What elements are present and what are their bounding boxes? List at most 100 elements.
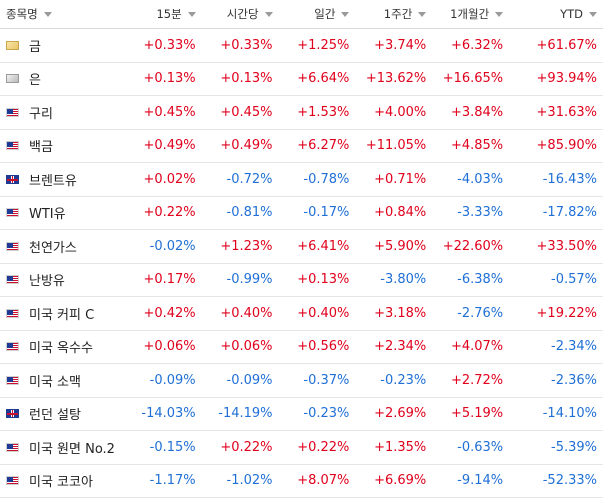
- change-monthly: +4.07%: [432, 339, 509, 354]
- table-row[interactable]: 은+0.13%+0.13%+6.64%+13.62%+16.65%+93.94%: [0, 63, 603, 97]
- change-daily: +0.13%: [279, 272, 356, 287]
- column-header-daily[interactable]: 일간: [279, 6, 356, 22]
- change-15min: +0.02%: [125, 172, 202, 187]
- change-daily: +6.64%: [279, 71, 356, 86]
- commodity-name-cell[interactable]: 구리: [0, 103, 125, 122]
- table-row[interactable]: 천연가스-0.02%+1.23%+6.41%+5.90%+22.60%+33.5…: [0, 230, 603, 264]
- table-row[interactable]: 브렌트유+0.02%-0.72%-0.78%+0.71%-4.03%-16.43…: [0, 163, 603, 197]
- column-header-label: 1주간: [384, 6, 412, 22]
- change-hourly: -0.81%: [202, 205, 279, 220]
- commodity-name[interactable]: 미국 소맥: [29, 371, 81, 390]
- commodity-name-cell[interactable]: WTI유: [0, 203, 125, 222]
- change-hourly: -1.02%: [202, 473, 279, 488]
- commodity-name-cell[interactable]: 천연가스: [0, 237, 125, 256]
- us-flag-icon: [6, 309, 19, 318]
- sort-arrow-icon[interactable]: [495, 12, 503, 17]
- commodity-name-cell[interactable]: 금: [0, 36, 125, 55]
- commodity-name-cell[interactable]: 런던 설탕: [0, 404, 125, 423]
- uk-flag-icon: [6, 409, 19, 418]
- commodity-name[interactable]: 미국 원면 No.2: [29, 438, 115, 457]
- commodity-name[interactable]: 미국 커피 C: [29, 304, 94, 323]
- column-header-ytd[interactable]: YTD: [509, 7, 603, 21]
- table-row[interactable]: 미국 소맥-0.09%-0.09%-0.37%-0.23%+2.72%-2.36…: [0, 364, 603, 398]
- commodity-name[interactable]: 금: [29, 36, 41, 55]
- sort-arrow-icon[interactable]: [341, 12, 349, 17]
- change-monthly: +22.60%: [432, 239, 509, 254]
- column-header-monthly[interactable]: 1개월간: [432, 6, 509, 22]
- change-weekly: +2.34%: [355, 339, 432, 354]
- table-row[interactable]: 미국 커피 C+0.42%+0.40%+0.40%+3.18%-2.76%+19…: [0, 297, 603, 331]
- change-ytd: +19.22%: [509, 306, 603, 321]
- commodity-name[interactable]: 미국 옥수수: [29, 337, 93, 356]
- sort-arrow-icon[interactable]: [589, 12, 597, 17]
- commodity-name[interactable]: 런던 설탕: [29, 404, 81, 423]
- table-row[interactable]: 금+0.33%+0.33%+1.25%+3.74%+6.32%+61.67%: [0, 29, 603, 63]
- change-monthly: -4.03%: [432, 172, 509, 187]
- column-header-hourly[interactable]: 시간당: [202, 6, 279, 22]
- change-daily: +0.56%: [279, 339, 356, 354]
- commodity-name-cell[interactable]: 백금: [0, 136, 125, 155]
- table-row[interactable]: 미국 옥수수+0.06%+0.06%+0.56%+2.34%+4.07%-2.3…: [0, 331, 603, 365]
- change-ytd: -0.57%: [509, 272, 603, 287]
- table-row[interactable]: 미국 코코아-1.17%-1.02%+8.07%+6.69%-9.14%-52.…: [0, 465, 603, 498]
- commodity-name[interactable]: 천연가스: [29, 237, 77, 256]
- change-hourly: +0.45%: [202, 105, 279, 120]
- change-ytd: -5.39%: [509, 440, 603, 455]
- gold-icon: [6, 41, 19, 50]
- change-ytd: -14.10%: [509, 406, 603, 421]
- change-daily: +1.25%: [279, 38, 356, 53]
- change-weekly: +6.69%: [355, 473, 432, 488]
- commodity-name-cell[interactable]: 미국 옥수수: [0, 337, 125, 356]
- commodity-name-cell[interactable]: 미국 커피 C: [0, 304, 125, 323]
- change-ytd: -16.43%: [509, 172, 603, 187]
- change-ytd: +33.50%: [509, 239, 603, 254]
- change-15min: +0.33%: [125, 38, 202, 53]
- change-ytd: +31.63%: [509, 105, 603, 120]
- change-weekly: -0.23%: [355, 373, 432, 388]
- sort-arrow-icon[interactable]: [418, 12, 426, 17]
- commodity-name-cell[interactable]: 미국 소맥: [0, 371, 125, 390]
- change-weekly: +3.18%: [355, 306, 432, 321]
- commodity-name[interactable]: 백금: [29, 136, 53, 155]
- commodity-name[interactable]: 구리: [29, 103, 53, 122]
- column-header-weekly[interactable]: 1주간: [355, 6, 432, 22]
- sort-arrow-icon[interactable]: [188, 12, 196, 17]
- commodity-name-cell[interactable]: 난방유: [0, 270, 125, 289]
- commodity-name-cell[interactable]: 미국 원면 No.2: [0, 438, 125, 457]
- column-header-label: 일간: [314, 6, 335, 22]
- table-row[interactable]: WTI유+0.22%-0.81%-0.17%+0.84%-3.33%-17.82…: [0, 197, 603, 231]
- change-15min: -0.15%: [125, 440, 202, 455]
- commodity-name[interactable]: WTI유: [29, 203, 66, 222]
- table-row[interactable]: 난방유+0.17%-0.99%+0.13%-3.80%-6.38%-0.57%: [0, 264, 603, 298]
- commodity-name[interactable]: 미국 코코아: [29, 471, 93, 490]
- change-daily: -0.17%: [279, 205, 356, 220]
- commodity-name-cell[interactable]: 미국 코코아: [0, 471, 125, 490]
- commodity-name-cell[interactable]: 브렌트유: [0, 170, 125, 189]
- change-hourly: +0.06%: [202, 339, 279, 354]
- us-flag-icon: [6, 141, 19, 150]
- change-hourly: +1.23%: [202, 239, 279, 254]
- uk-flag-icon: [6, 175, 19, 184]
- table-row[interactable]: 런던 설탕-14.03%-14.19%-0.23%+2.69%+5.19%-14…: [0, 398, 603, 432]
- change-monthly: -9.14%: [432, 473, 509, 488]
- change-hourly: +0.33%: [202, 38, 279, 53]
- commodity-name[interactable]: 브렌트유: [29, 170, 77, 189]
- column-header-name[interactable]: 종목명: [0, 6, 125, 22]
- table-body: 금+0.33%+0.33%+1.25%+3.74%+6.32%+61.67%은+…: [0, 29, 603, 498]
- commodity-name[interactable]: 난방유: [29, 270, 65, 289]
- change-weekly: +5.90%: [355, 239, 432, 254]
- table-row[interactable]: 백금+0.49%+0.49%+6.27%+11.05%+4.85%+85.90%: [0, 130, 603, 164]
- commodity-name-cell[interactable]: 은: [0, 69, 125, 88]
- table-header: 종목명 15분 시간당 일간 1주간 1개월간 YTD: [0, 0, 603, 29]
- table-row[interactable]: 미국 원면 No.2-0.15%+0.22%+0.22%+1.35%-0.63%…: [0, 431, 603, 465]
- commodity-name[interactable]: 은: [29, 69, 41, 88]
- column-header-15min[interactable]: 15분: [125, 6, 202, 22]
- change-monthly: +4.85%: [432, 138, 509, 153]
- sort-arrow-icon[interactable]: [265, 12, 273, 17]
- table-row[interactable]: 구리+0.45%+0.45%+1.53%+4.00%+3.84%+31.63%: [0, 96, 603, 130]
- change-monthly: -6.38%: [432, 272, 509, 287]
- us-flag-icon: [6, 208, 19, 217]
- sort-arrow-icon[interactable]: [44, 12, 52, 17]
- us-flag-icon: [6, 342, 19, 351]
- change-monthly: +2.72%: [432, 373, 509, 388]
